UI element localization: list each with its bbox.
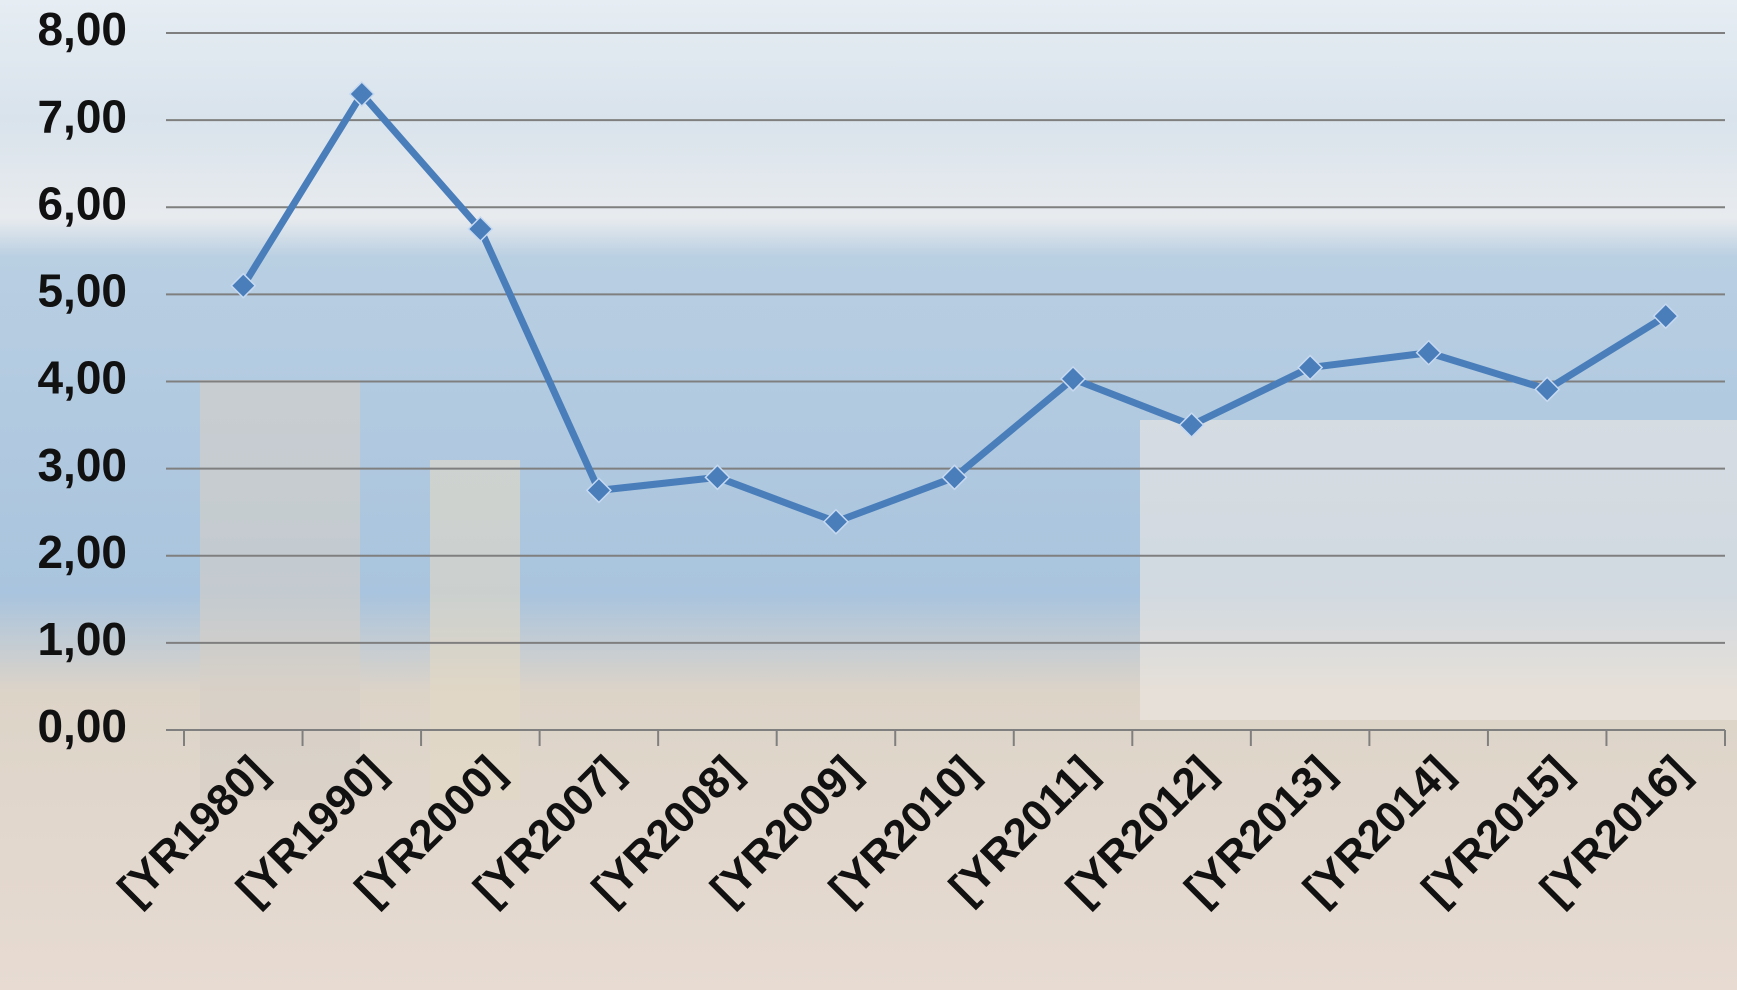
y-tick-label: 7,00 <box>37 90 127 142</box>
y-tick-label: 2,00 <box>37 526 127 578</box>
background-tower <box>200 380 360 800</box>
y-tick-label: 4,00 <box>37 352 127 404</box>
y-tick-label: 6,00 <box>37 177 127 229</box>
background-buildings <box>1140 420 1737 720</box>
y-tick-label: 1,00 <box>37 613 127 665</box>
page: 0,001,002,003,004,005,006,007,008,00[YR1… <box>0 0 1737 990</box>
y-tick-label: 3,00 <box>37 439 127 491</box>
y-tick-label: 5,00 <box>37 265 127 317</box>
y-tick-label: 0,00 <box>37 700 127 752</box>
y-tick-label: 8,00 <box>37 3 127 55</box>
chart: 0,001,002,003,004,005,006,007,008,00[YR1… <box>0 0 1737 990</box>
background-tower <box>430 460 520 800</box>
